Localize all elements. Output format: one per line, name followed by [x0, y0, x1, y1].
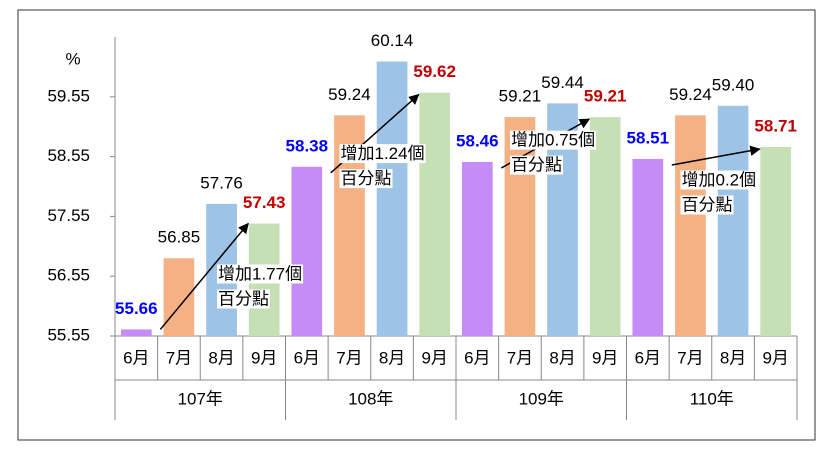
- bar: [120, 329, 152, 336]
- x-tick-label: 9月: [251, 348, 277, 367]
- annotation: 增加0.2個: [682, 171, 757, 190]
- arrow: [671, 145, 761, 166]
- group-label: 107年: [178, 389, 223, 408]
- x-tick-label: 8月: [549, 348, 575, 367]
- y-tick-label: 56.55: [47, 266, 90, 285]
- x-tick-label: 7月: [166, 348, 192, 367]
- data-label: 59.24: [669, 85, 712, 104]
- data-label: 58.71: [754, 117, 797, 136]
- annotation-bg: [339, 144, 426, 164]
- group-label: 110年: [690, 389, 734, 408]
- annotation-bg: [510, 155, 563, 175]
- annotation: 百分點: [682, 196, 733, 215]
- data-label: 55.66: [115, 299, 158, 318]
- bar: [461, 161, 493, 336]
- annotation: 增加0.75個: [511, 131, 595, 150]
- y-tick-label: 58.55: [47, 146, 90, 165]
- annotation-bg: [680, 170, 758, 190]
- annotation: 增加1.77個: [218, 264, 302, 283]
- x-tick-label: 9月: [592, 348, 618, 367]
- bar: [504, 117, 536, 337]
- data-label: 59.44: [541, 73, 584, 92]
- bar: [291, 166, 323, 336]
- bar: [717, 105, 749, 337]
- bar: [632, 158, 664, 336]
- annotation-bg: [217, 264, 304, 284]
- x-tick-label: 8月: [720, 348, 746, 367]
- y-tick-label: 59.55: [47, 86, 90, 105]
- x-tick-label: 7月: [677, 348, 703, 367]
- x-tick-label: 9月: [421, 348, 447, 367]
- x-tick-label: 6月: [635, 348, 661, 367]
- data-label: 59.21: [499, 87, 542, 106]
- data-label: 58.38: [286, 136, 329, 155]
- y-tick-label: 55.55: [47, 325, 90, 344]
- data-label: 57.43: [243, 193, 286, 212]
- bar: [589, 117, 621, 337]
- data-label: 60.14: [371, 31, 414, 50]
- annotation: 增加1.24個: [341, 144, 425, 163]
- bar: [760, 147, 792, 336]
- data-label: 57.76: [200, 173, 243, 192]
- x-tick-label: 8月: [379, 348, 405, 367]
- annotation-bg: [680, 195, 734, 215]
- x-tick-label: 6月: [294, 348, 320, 367]
- annotation: 百分點: [511, 156, 562, 175]
- data-label: 56.85: [158, 228, 201, 247]
- data-label: 59.62: [413, 62, 456, 81]
- arrow: [159, 222, 249, 330]
- group-label: 109年: [519, 389, 564, 408]
- data-label: 59.21: [584, 87, 627, 106]
- y-unit: %: [65, 49, 80, 68]
- annotation: 百分點: [341, 169, 392, 188]
- annotation-bg: [217, 289, 270, 309]
- x-tick-label: 8月: [208, 348, 234, 367]
- data-label: 58.51: [627, 128, 670, 147]
- bar: [376, 61, 408, 336]
- frame: [17, 9, 816, 441]
- annotation-bg: [339, 169, 393, 189]
- annotation-bg: [510, 130, 597, 150]
- x-tick-label: 6月: [464, 348, 490, 367]
- bar: [675, 115, 706, 336]
- annotation: 百分點: [218, 289, 269, 308]
- x-tick-label: 9月: [762, 348, 788, 367]
- data-label: 58.46: [456, 131, 499, 150]
- data-label: 59.24: [328, 85, 371, 104]
- y-tick-label: 57.55: [47, 206, 90, 225]
- data-label: 59.40: [712, 75, 755, 94]
- x-tick-label: 6月: [123, 348, 149, 367]
- bar: [419, 92, 451, 336]
- group-label: 108年: [348, 389, 393, 408]
- bar: [163, 258, 195, 336]
- x-tick-label: 7月: [336, 348, 362, 367]
- x-tick-label: 7月: [507, 348, 533, 367]
